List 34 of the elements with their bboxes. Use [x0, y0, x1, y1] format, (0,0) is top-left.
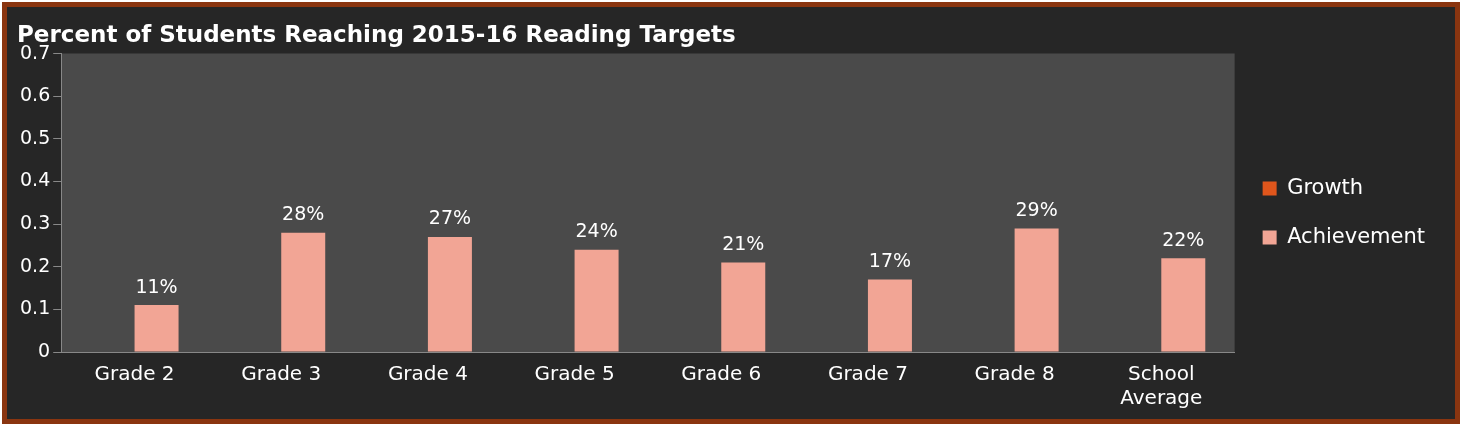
data-label: 29% — [1015, 197, 1058, 220]
x-tick-label: Grade 6 — [681, 361, 762, 386]
data-label: 24% — [575, 219, 618, 242]
bar — [134, 305, 179, 352]
y-tick-label: 0.6 — [20, 83, 51, 106]
y-tick-label: 0.2 — [20, 253, 51, 276]
x-tick-label: Grade 3 — [241, 361, 322, 386]
bar — [574, 249, 619, 352]
bar — [427, 236, 472, 352]
data-label: 11% — [135, 274, 178, 297]
legend-label: Achievement — [1287, 223, 1425, 248]
data-label: 17% — [868, 248, 912, 271]
x-tick-label: Grade 7 — [827, 361, 908, 386]
category-label: School — [1128, 361, 1195, 386]
x-tick-label: Grade 8 — [974, 361, 1055, 386]
y-tick-label: 0.5 — [20, 125, 51, 148]
bar — [1014, 228, 1059, 352]
y-tick-label: 0.4 — [20, 168, 51, 191]
y-tick-label: 0.1 — [20, 296, 51, 319]
y-tick-label: 0 — [38, 338, 51, 361]
data-label: 22% — [1162, 227, 1205, 250]
x-tick-label: Grade 4 — [387, 361, 468, 386]
data-label: 27% — [428, 206, 472, 229]
data-label: 28% — [282, 202, 325, 225]
x-tick-label: Grade 2 — [94, 361, 175, 386]
bar — [281, 232, 326, 352]
bar — [867, 279, 912, 352]
category-label: Average — [1120, 385, 1203, 410]
bar — [1161, 258, 1206, 352]
legend-label: Growth — [1287, 174, 1364, 199]
x-tick-label: Grade 5 — [534, 361, 615, 386]
y-tick-label: 0.3 — [20, 211, 51, 234]
bar — [721, 262, 766, 352]
data-label: 21% — [722, 231, 765, 254]
